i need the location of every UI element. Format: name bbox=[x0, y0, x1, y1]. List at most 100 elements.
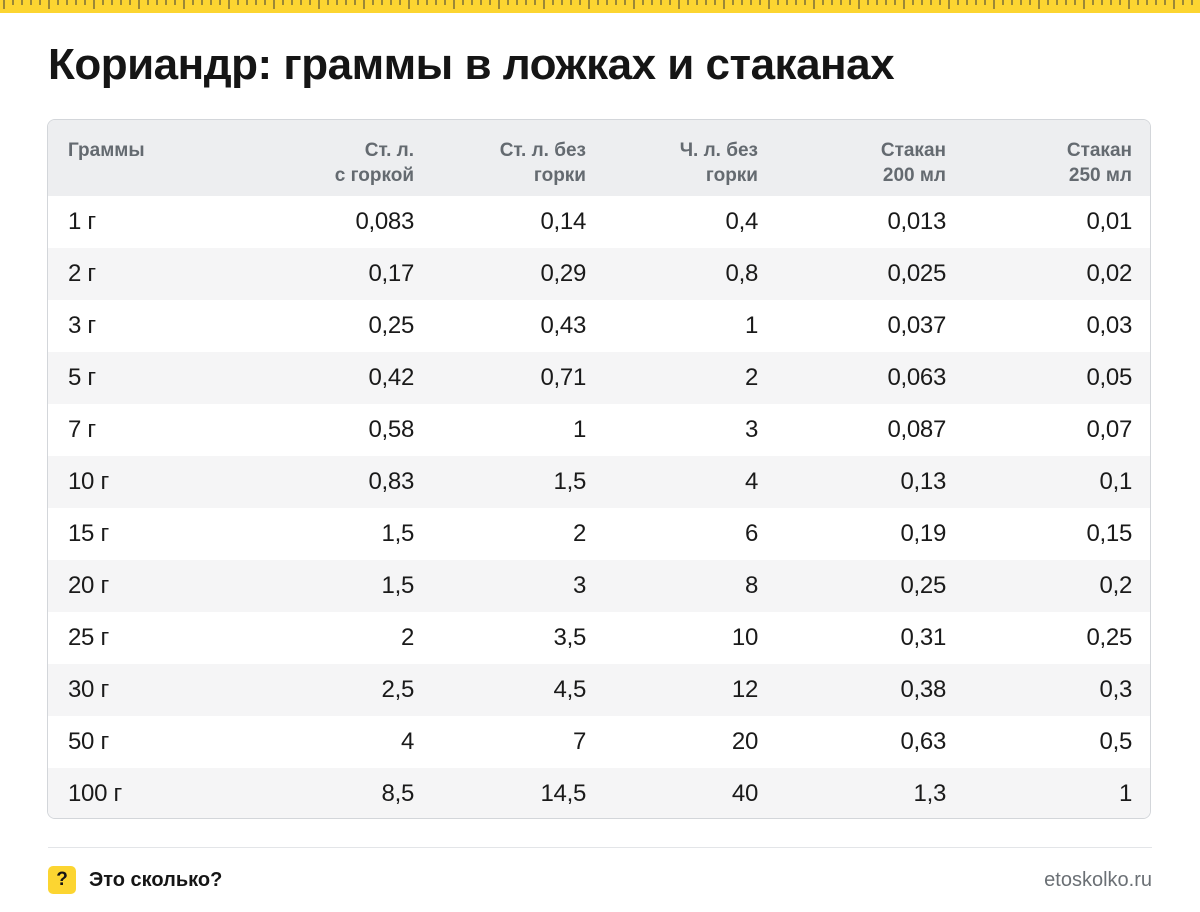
cell-grams: 25 г bbox=[68, 624, 109, 651]
cell-value: 0,71 bbox=[540, 364, 586, 391]
cell-value: 0,31 bbox=[900, 624, 946, 651]
cell-value: 0,25 bbox=[1086, 624, 1132, 651]
table-row: 2 г 0,17 0,29 0,8 0,025 0,02 bbox=[48, 248, 1150, 300]
header-grams: Граммы bbox=[68, 140, 145, 161]
brand-name: Это сколько? bbox=[89, 869, 223, 891]
page-title: Кориандр: граммы в ложках и стаканах bbox=[48, 40, 895, 89]
cell-value: 0,037 bbox=[887, 312, 946, 339]
table-row: 15 г 1,5 2 6 0,19 0,15 bbox=[48, 508, 1150, 560]
cell-value: 0,03 bbox=[1086, 312, 1132, 339]
cell-value: 8,5 bbox=[381, 780, 415, 807]
cell-value: 8 bbox=[744, 572, 758, 599]
cell-value: 1,5 bbox=[553, 468, 587, 495]
cell-value: 10 bbox=[731, 624, 758, 651]
table-row: 30 г 2,5 4,5 12 0,38 0,3 bbox=[48, 664, 1150, 716]
cell-value: 0,19 bbox=[900, 520, 946, 547]
cell-value: 2 bbox=[400, 624, 414, 651]
cell-value: 0,83 bbox=[368, 468, 414, 495]
cell-value: 0,25 bbox=[368, 312, 414, 339]
cell-value: 0,2 bbox=[1099, 572, 1133, 599]
cell-value: 1,3 bbox=[913, 780, 947, 807]
cell-value: 2 bbox=[744, 364, 758, 391]
conversion-table: Граммы Ст. л. с горкой Ст. л. без горки … bbox=[47, 119, 1151, 819]
cell-grams: 3 г bbox=[68, 312, 96, 339]
cell-grams: 2 г bbox=[68, 260, 96, 287]
cell-value: 1 bbox=[1118, 780, 1132, 807]
cell-value: 0,63 bbox=[900, 728, 946, 755]
table-row: 7 г 0,58 1 3 0,087 0,07 bbox=[48, 404, 1150, 456]
cell-value: 6 bbox=[744, 520, 758, 547]
header-tbsp-level: Ст. л. без горки bbox=[499, 140, 586, 186]
cell-value: 0,083 bbox=[355, 208, 414, 235]
cell-grams: 100 г bbox=[68, 780, 122, 807]
cell-grams: 20 г bbox=[68, 572, 109, 599]
cell-value: 4 bbox=[744, 468, 758, 495]
table-row: 10 г 0,83 1,5 4 0,13 0,1 bbox=[48, 456, 1150, 508]
cell-value: 0,43 bbox=[540, 312, 586, 339]
cell-value: 0,02 bbox=[1086, 260, 1132, 287]
cell-value: 4 bbox=[400, 728, 414, 755]
cell-value: 3,5 bbox=[553, 624, 587, 651]
cell-value: 0,1 bbox=[1099, 468, 1133, 495]
table: Граммы Ст. л. с горкой Ст. л. без горки … bbox=[48, 120, 1150, 818]
cell-value: 1,5 bbox=[381, 572, 415, 599]
cell-value: 40 bbox=[731, 780, 758, 807]
table-row: 3 г 0,25 0,43 1 0,037 0,03 bbox=[48, 300, 1150, 352]
cell-value: 0,087 bbox=[887, 416, 946, 443]
table-body: 1 г 0,083 0,14 0,4 0,013 0,01 2 г 0,17 0,29 0,8 0,… bbox=[48, 196, 1150, 818]
cell-value: 7 bbox=[572, 728, 586, 755]
table-row: 50 г 4 7 20 0,63 0,5 bbox=[48, 716, 1150, 768]
cell-grams: 7 г bbox=[68, 416, 96, 443]
cell-value: 0,15 bbox=[1086, 520, 1132, 547]
cell-value: 0,013 bbox=[887, 208, 946, 235]
cell-grams: 15 г bbox=[68, 520, 109, 547]
cell-value: 0,13 bbox=[900, 468, 946, 495]
header-glass-200: Стакан 200 мл bbox=[880, 140, 946, 186]
table-row: 100 г 8,5 14,5 40 1,3 1 bbox=[48, 768, 1150, 818]
header-tbsp-heaped: Ст. л. с горкой bbox=[334, 140, 414, 186]
cell-value: 0,05 bbox=[1086, 364, 1132, 391]
cell-value: 0,17 bbox=[368, 260, 414, 287]
site-link[interactable]: etoskolko.ru bbox=[1044, 869, 1152, 891]
ruler-ticks bbox=[3, 0, 1193, 9]
cell-value: 3 bbox=[744, 416, 758, 443]
cell-value: 1 bbox=[744, 312, 758, 339]
table-row: 5 г 0,42 0,71 2 0,063 0,05 bbox=[48, 352, 1150, 404]
cell-value: 1,5 bbox=[381, 520, 415, 547]
cell-grams: 10 г bbox=[68, 468, 109, 495]
cell-value: 2,5 bbox=[381, 676, 415, 703]
cell-value: 0,38 bbox=[900, 676, 946, 703]
cell-value: 0,3 bbox=[1099, 676, 1133, 703]
ruler-strip bbox=[0, 0, 1200, 13]
cell-value: 0,01 bbox=[1086, 208, 1132, 235]
cell-value: 14,5 bbox=[540, 780, 586, 807]
cell-value: 0,025 bbox=[887, 260, 946, 287]
cell-value: 0,8 bbox=[725, 260, 759, 287]
table-header-row: Граммы Ст. л. с горкой Ст. л. без горки … bbox=[48, 120, 1150, 196]
table-row: 1 г 0,083 0,14 0,4 0,013 0,01 bbox=[48, 196, 1150, 248]
table-row: 25 г 2 3,5 10 0,31 0,25 bbox=[48, 612, 1150, 664]
cell-grams: 50 г bbox=[68, 728, 109, 755]
cell-value: 0,07 bbox=[1086, 416, 1132, 443]
cell-value: 4,5 bbox=[553, 676, 587, 703]
cell-value: 0,5 bbox=[1099, 728, 1133, 755]
cell-value: 2 bbox=[572, 520, 586, 547]
cell-value: 0,063 bbox=[887, 364, 946, 391]
header-glass-250: Стакан 250 мл bbox=[1066, 140, 1132, 186]
cell-grams: 5 г bbox=[68, 364, 96, 391]
logo-question-icon: ? bbox=[48, 866, 76, 894]
cell-value: 20 bbox=[731, 728, 758, 755]
cell-value: 0,42 bbox=[368, 364, 414, 391]
cell-value: 12 bbox=[731, 676, 758, 703]
cell-value: 0,29 bbox=[540, 260, 586, 287]
cell-grams: 30 г bbox=[68, 676, 109, 703]
cell-value: 0,25 bbox=[900, 572, 946, 599]
cell-value: 0,14 bbox=[540, 208, 586, 235]
cell-value: 3 bbox=[572, 572, 586, 599]
table-row: 20 г 1,5 3 8 0,25 0,2 bbox=[48, 560, 1150, 612]
cell-grams: 1 г bbox=[68, 208, 96, 235]
header-tsp-level: Ч. л. без горки bbox=[679, 140, 758, 186]
cell-value: 0,58 bbox=[368, 416, 414, 443]
footer-divider bbox=[48, 847, 1152, 848]
cell-value: 1 bbox=[572, 416, 586, 443]
